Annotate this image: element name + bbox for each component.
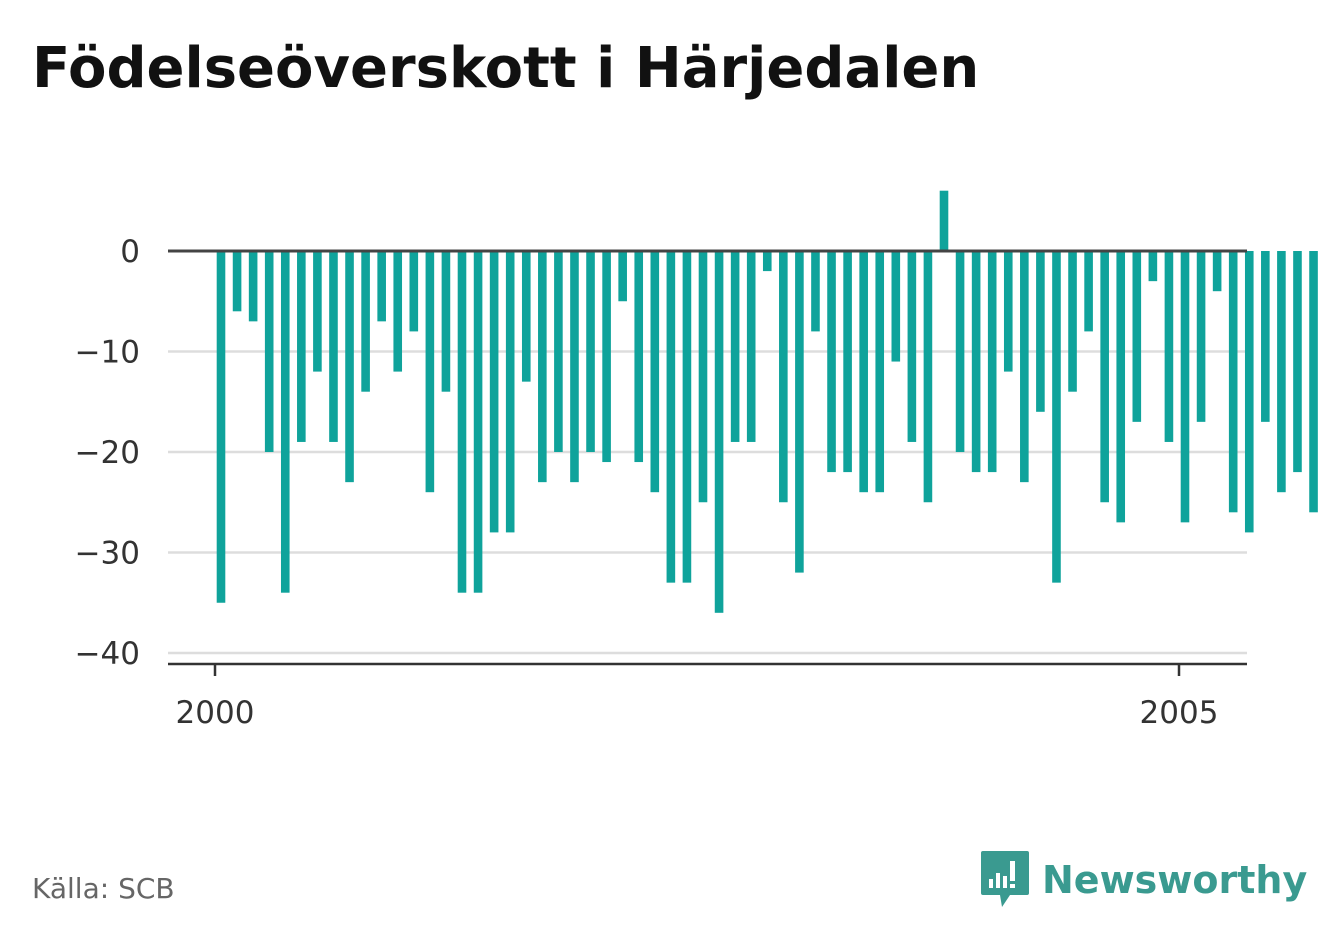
bar: [505, 251, 515, 533]
bar: [345, 251, 354, 483]
bar: [521, 251, 531, 382]
bar: [1068, 251, 1077, 392]
bar: [891, 251, 901, 362]
bar: [586, 251, 595, 452]
bar: [923, 251, 933, 503]
bar: [811, 251, 820, 332]
bars: [216, 190, 1318, 613]
bar: [489, 251, 499, 533]
bar: [1244, 251, 1254, 533]
bar: [875, 251, 885, 493]
bar: [264, 251, 274, 452]
bar: [1020, 251, 1029, 483]
bar: [570, 251, 579, 483]
bar: [1212, 251, 1222, 292]
brand-name: Newsworthy: [1042, 858, 1308, 902]
y-tick-label: −30: [75, 536, 140, 572]
bar: [457, 251, 467, 593]
bar: [425, 251, 435, 493]
bar: [409, 251, 419, 332]
bar: [650, 251, 660, 493]
bar: [827, 251, 836, 473]
bar: [361, 251, 370, 392]
bar: [313, 251, 322, 372]
bar: [795, 251, 804, 573]
y-axis-labels: 0 −10 −20 −30 −40: [75, 234, 140, 672]
bar: [1309, 251, 1318, 513]
bar: [280, 251, 290, 593]
bar: [746, 251, 756, 442]
bar: [473, 251, 483, 593]
bar: [1116, 251, 1126, 523]
bar: [987, 251, 997, 473]
bar: [216, 251, 226, 603]
bar: [441, 251, 451, 392]
bar: [779, 251, 788, 503]
x-tick-label: 2005: [1140, 695, 1219, 731]
bar: [329, 251, 338, 442]
y-tick-label: −20: [75, 435, 140, 471]
bar: [554, 251, 563, 452]
source-note: Källa: SCB: [32, 872, 175, 905]
bar: [538, 251, 547, 483]
bar: [1293, 251, 1302, 473]
x-tick-label: 2000: [176, 695, 255, 731]
bar: [843, 251, 852, 473]
bar: [232, 251, 242, 312]
bar: [939, 190, 949, 251]
bar: [1003, 251, 1013, 372]
brand-logo[interactable]: Newsworthy: [980, 848, 1307, 912]
bar: [1132, 251, 1142, 422]
bar: [1196, 251, 1206, 422]
bar: [1148, 251, 1158, 282]
bar: [634, 251, 644, 463]
bar: [1036, 251, 1045, 412]
bar: [682, 251, 692, 583]
bar: [971, 251, 981, 473]
bar: [1228, 251, 1238, 513]
y-tick-label: −40: [75, 636, 140, 672]
bar: [762, 251, 772, 272]
y-tick-label: 0: [120, 234, 140, 270]
bar: [248, 251, 258, 322]
bar: [1052, 251, 1061, 583]
bar: [1261, 251, 1270, 422]
chart-title: Födelseöverskott i Härjedalen: [32, 36, 980, 101]
bar: [602, 251, 611, 463]
bar: [714, 251, 724, 613]
bar: [618, 251, 627, 302]
bar: [377, 251, 386, 322]
bar: [393, 251, 403, 372]
bar: [859, 251, 868, 493]
y-tick-label: −10: [75, 335, 140, 371]
bar: [907, 251, 917, 442]
bar: [297, 251, 306, 442]
bar: [1277, 251, 1286, 493]
bar: [1180, 251, 1190, 523]
bar: [1100, 251, 1109, 503]
x-axis-labels: 200020052010201520202025: [176, 664, 1219, 731]
axes: [168, 249, 1247, 666]
bar: [1084, 251, 1093, 332]
bar: [730, 251, 740, 442]
bar: [666, 251, 676, 583]
newsworthy-logo-icon: [981, 851, 1029, 907]
bar: [955, 251, 965, 452]
bar: [698, 251, 708, 503]
bar: [1164, 251, 1174, 442]
